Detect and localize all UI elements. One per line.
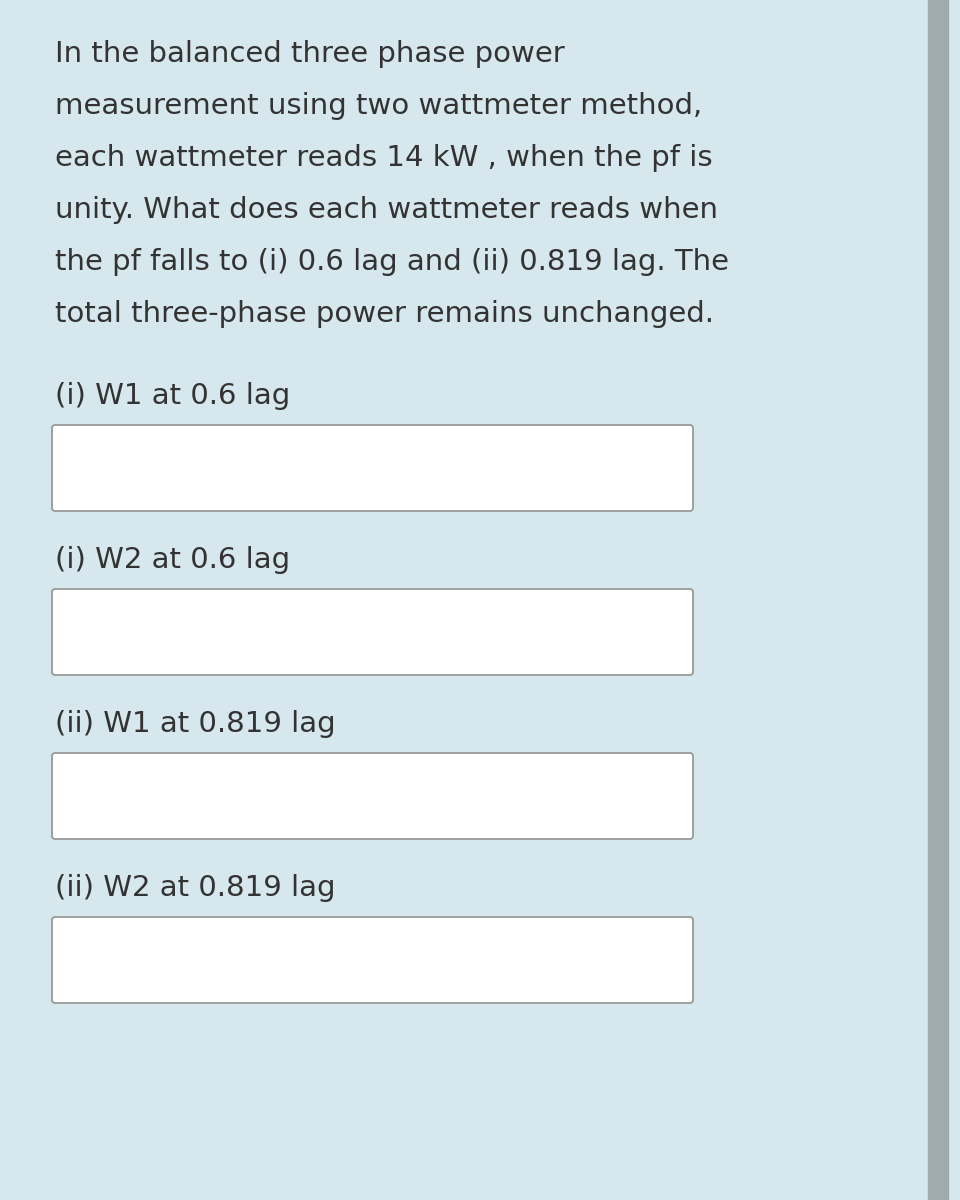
FancyBboxPatch shape — [52, 589, 693, 674]
Text: (i) W2 at 0.6 lag: (i) W2 at 0.6 lag — [55, 546, 290, 574]
FancyBboxPatch shape — [52, 425, 693, 511]
Text: each wattmeter reads 14 kW , when the pf is: each wattmeter reads 14 kW , when the pf… — [55, 144, 712, 172]
Text: measurement using two wattmeter method,: measurement using two wattmeter method, — [55, 92, 703, 120]
Text: In the balanced three phase power: In the balanced three phase power — [55, 40, 564, 68]
FancyBboxPatch shape — [52, 917, 693, 1003]
Text: the pf falls to (i) 0.6 lag and (ii) 0.819 lag. The: the pf falls to (i) 0.6 lag and (ii) 0.8… — [55, 248, 729, 276]
Text: (ii) W2 at 0.819 lag: (ii) W2 at 0.819 lag — [55, 874, 335, 902]
FancyBboxPatch shape — [52, 754, 693, 839]
Text: (i) W1 at 0.6 lag: (i) W1 at 0.6 lag — [55, 382, 290, 410]
Bar — [928, 0, 948, 1200]
Text: (ii) W1 at 0.819 lag: (ii) W1 at 0.819 lag — [55, 710, 336, 738]
Text: unity. What does each wattmeter reads when: unity. What does each wattmeter reads wh… — [55, 196, 718, 224]
Text: total three-phase power remains unchanged.: total three-phase power remains unchange… — [55, 300, 714, 328]
